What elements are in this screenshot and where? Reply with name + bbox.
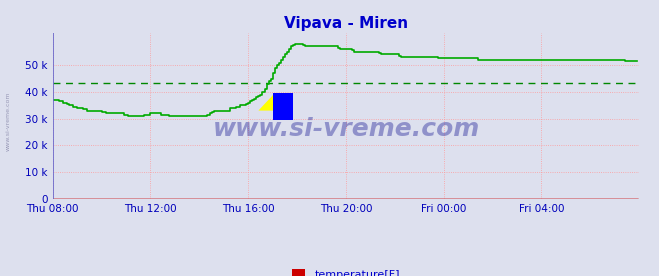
Text: www.si-vreme.com: www.si-vreme.com xyxy=(5,92,11,151)
Polygon shape xyxy=(275,93,289,111)
Polygon shape xyxy=(258,93,275,111)
Title: Vipava - Miren: Vipava - Miren xyxy=(284,15,408,31)
Legend: temperature[F], flow[foot3/min]: temperature[F], flow[foot3/min] xyxy=(292,269,400,276)
Bar xyxy=(273,93,293,120)
Text: www.si-vreme.com: www.si-vreme.com xyxy=(212,117,480,141)
